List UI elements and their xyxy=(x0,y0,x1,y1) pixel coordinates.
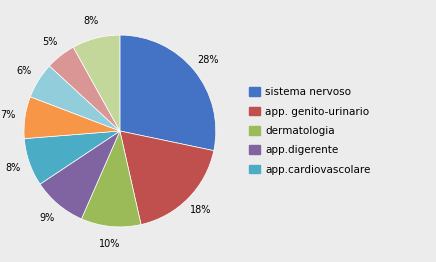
Wedge shape xyxy=(24,131,120,184)
Wedge shape xyxy=(73,35,120,131)
Text: 7%: 7% xyxy=(0,110,16,120)
Wedge shape xyxy=(40,131,120,219)
Text: 9%: 9% xyxy=(40,213,55,223)
Text: 18%: 18% xyxy=(190,205,211,215)
Wedge shape xyxy=(24,97,120,139)
Wedge shape xyxy=(30,66,120,131)
Wedge shape xyxy=(120,131,214,225)
Text: 8%: 8% xyxy=(84,17,99,26)
Wedge shape xyxy=(120,35,216,151)
Text: 6%: 6% xyxy=(16,66,31,76)
Text: 8%: 8% xyxy=(5,163,20,173)
Wedge shape xyxy=(82,131,141,227)
Wedge shape xyxy=(49,47,120,131)
Text: 28%: 28% xyxy=(197,55,218,65)
Text: 5%: 5% xyxy=(42,37,58,47)
Legend: sistema nervoso, app. genito-urinario, dermatologia, app.digerente, app.cardiova: sistema nervoso, app. genito-urinario, d… xyxy=(249,87,370,175)
Text: 10%: 10% xyxy=(99,239,120,249)
